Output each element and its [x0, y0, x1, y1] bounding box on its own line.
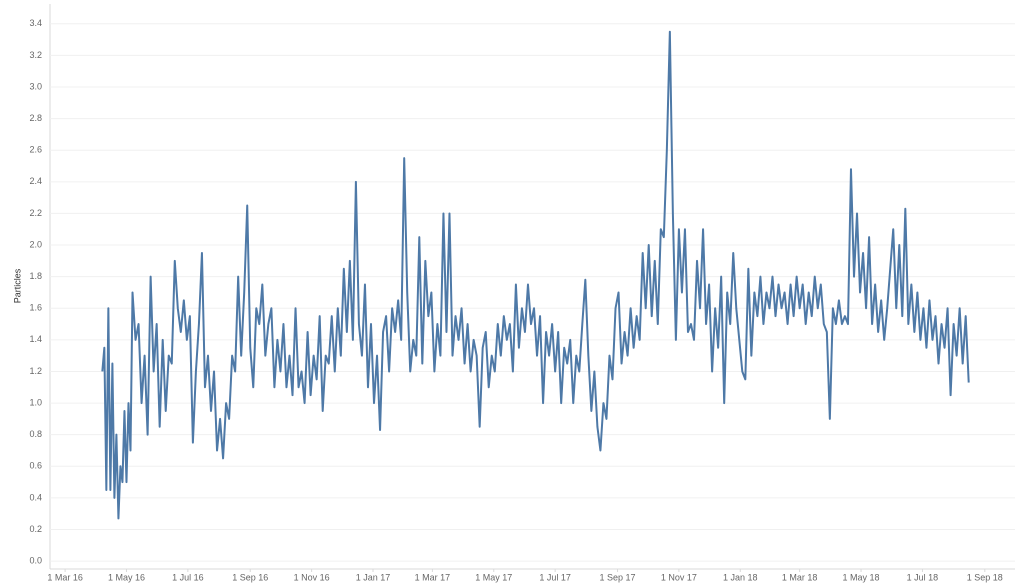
y-tick-label: 0.2: [29, 524, 42, 534]
y-tick-label: 2.0: [29, 239, 42, 249]
y-axis-title: Particles: [12, 268, 22, 303]
x-tick-label: 1 May 17: [475, 572, 512, 582]
y-tick-label: 2.4: [29, 176, 42, 186]
y-tick-label: 0.0: [29, 555, 42, 565]
y-tick-label: 1.2: [29, 366, 42, 376]
y-tick-label: 0.8: [29, 429, 42, 439]
y-tick-label: 1.8: [29, 271, 42, 281]
y-tick-label: 0.6: [29, 461, 42, 471]
x-tick-label: 1 Jan 18: [723, 572, 758, 582]
x-tick-label: 1 Jul 18: [907, 572, 939, 582]
x-tick-label: 1 Mar 17: [415, 572, 451, 582]
x-tick-label: 1 Nov 17: [661, 572, 697, 582]
x-tick-label: 1 Mar 16: [47, 572, 83, 582]
y-tick-label: 1.6: [29, 303, 42, 313]
y-tick-label: 3.4: [29, 18, 42, 28]
y-tick-label: 2.8: [29, 113, 42, 123]
y-tick-label: 1.0: [29, 397, 42, 407]
x-tick-label: 1 Sep 18: [967, 572, 1003, 582]
x-tick-label: 1 Mar 18: [782, 572, 818, 582]
y-tick-label: 1.4: [29, 334, 42, 344]
y-tick-label: 2.2: [29, 208, 42, 218]
y-tick-label: 3.0: [29, 81, 42, 91]
x-tick-label: 1 May 18: [843, 572, 880, 582]
y-tick-label: 0.4: [29, 492, 42, 502]
x-tick-label: 1 May 16: [108, 572, 145, 582]
x-tick-label: 1 Sep 16: [232, 572, 268, 582]
x-tick-label: 1 Jan 17: [356, 572, 391, 582]
x-tick-label: 1 Sep 17: [600, 572, 636, 582]
y-tick-label: 2.6: [29, 145, 42, 155]
x-tick-label: 1 Jul 16: [172, 572, 204, 582]
x-tick-label: 1 Jul 17: [539, 572, 571, 582]
x-tick-label: 1 Nov 16: [294, 572, 330, 582]
y-tick-label: 3.2: [29, 50, 42, 60]
data-line: [101, 30, 970, 520]
